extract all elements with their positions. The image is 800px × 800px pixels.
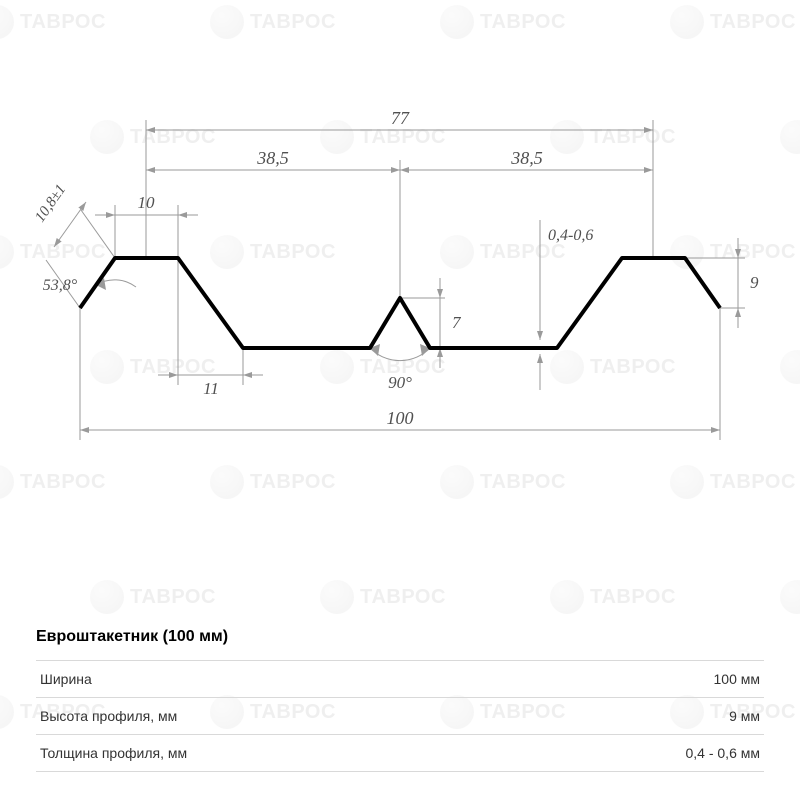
spec-value: 100 мм [714, 671, 761, 687]
dim-flat-top: 10 [138, 193, 156, 212]
watermark: ТАВРОС [0, 465, 106, 499]
dim-center-angle: 90° [388, 373, 412, 392]
spec-label: Толщина профиля, мм [40, 745, 187, 761]
spec-value: 0,4 - 0,6 мм [685, 745, 760, 761]
spec-value: 9 мм [729, 708, 760, 724]
spec-row: Высота профиля, мм 9 мм [36, 697, 764, 734]
watermark: ТАВРОС [670, 5, 796, 39]
dim-edge-len: 10,8±1 [32, 182, 69, 226]
watermark: ТАВРОС [210, 5, 336, 39]
watermark: ТАВРОС [440, 5, 566, 39]
dim-left-half: 38,5 [256, 148, 289, 168]
spec-table: Евроштакетник (100 мм) Ширина 100 мм Высот… [36, 628, 764, 772]
watermark: ТАВРОС [320, 580, 446, 614]
spec-label: Высота профиля, мм [40, 708, 177, 724]
dim-right-h: 9 [750, 273, 759, 292]
spec-row: Ширина 100 мм [36, 660, 764, 697]
spec-row: Толщина профиля, мм 0,4 - 0,6 мм [36, 734, 764, 772]
dim-thickness: 0,4-0,6 [548, 227, 593, 244]
dim-top-overall: 77 [391, 108, 410, 128]
watermark: ТАВРОС [780, 580, 800, 614]
watermark: ТАВРОС [550, 580, 676, 614]
watermark: ТАВРОС [210, 465, 336, 499]
watermark: ТАВРОС [670, 465, 796, 499]
dim-total-width: 100 [387, 408, 414, 428]
dim-bottom-flat: 11 [203, 379, 219, 398]
dim-peak-h: 7 [452, 313, 462, 332]
technical-diagram: 100 77 38,5 38,5 10 10,8±1 53,8° 11 7 90… [0, 40, 800, 470]
spec-label: Ширина [40, 671, 92, 687]
watermark: ТАВРОС [0, 5, 106, 39]
dim-edge-angle: 53,8° [43, 277, 78, 294]
watermark: ТАВРОС [440, 465, 566, 499]
dim-right-half: 38,5 [510, 148, 543, 168]
watermark: ТАВРОС [90, 580, 216, 614]
spec-title: Евроштакетник (100 мм) [36, 628, 764, 646]
